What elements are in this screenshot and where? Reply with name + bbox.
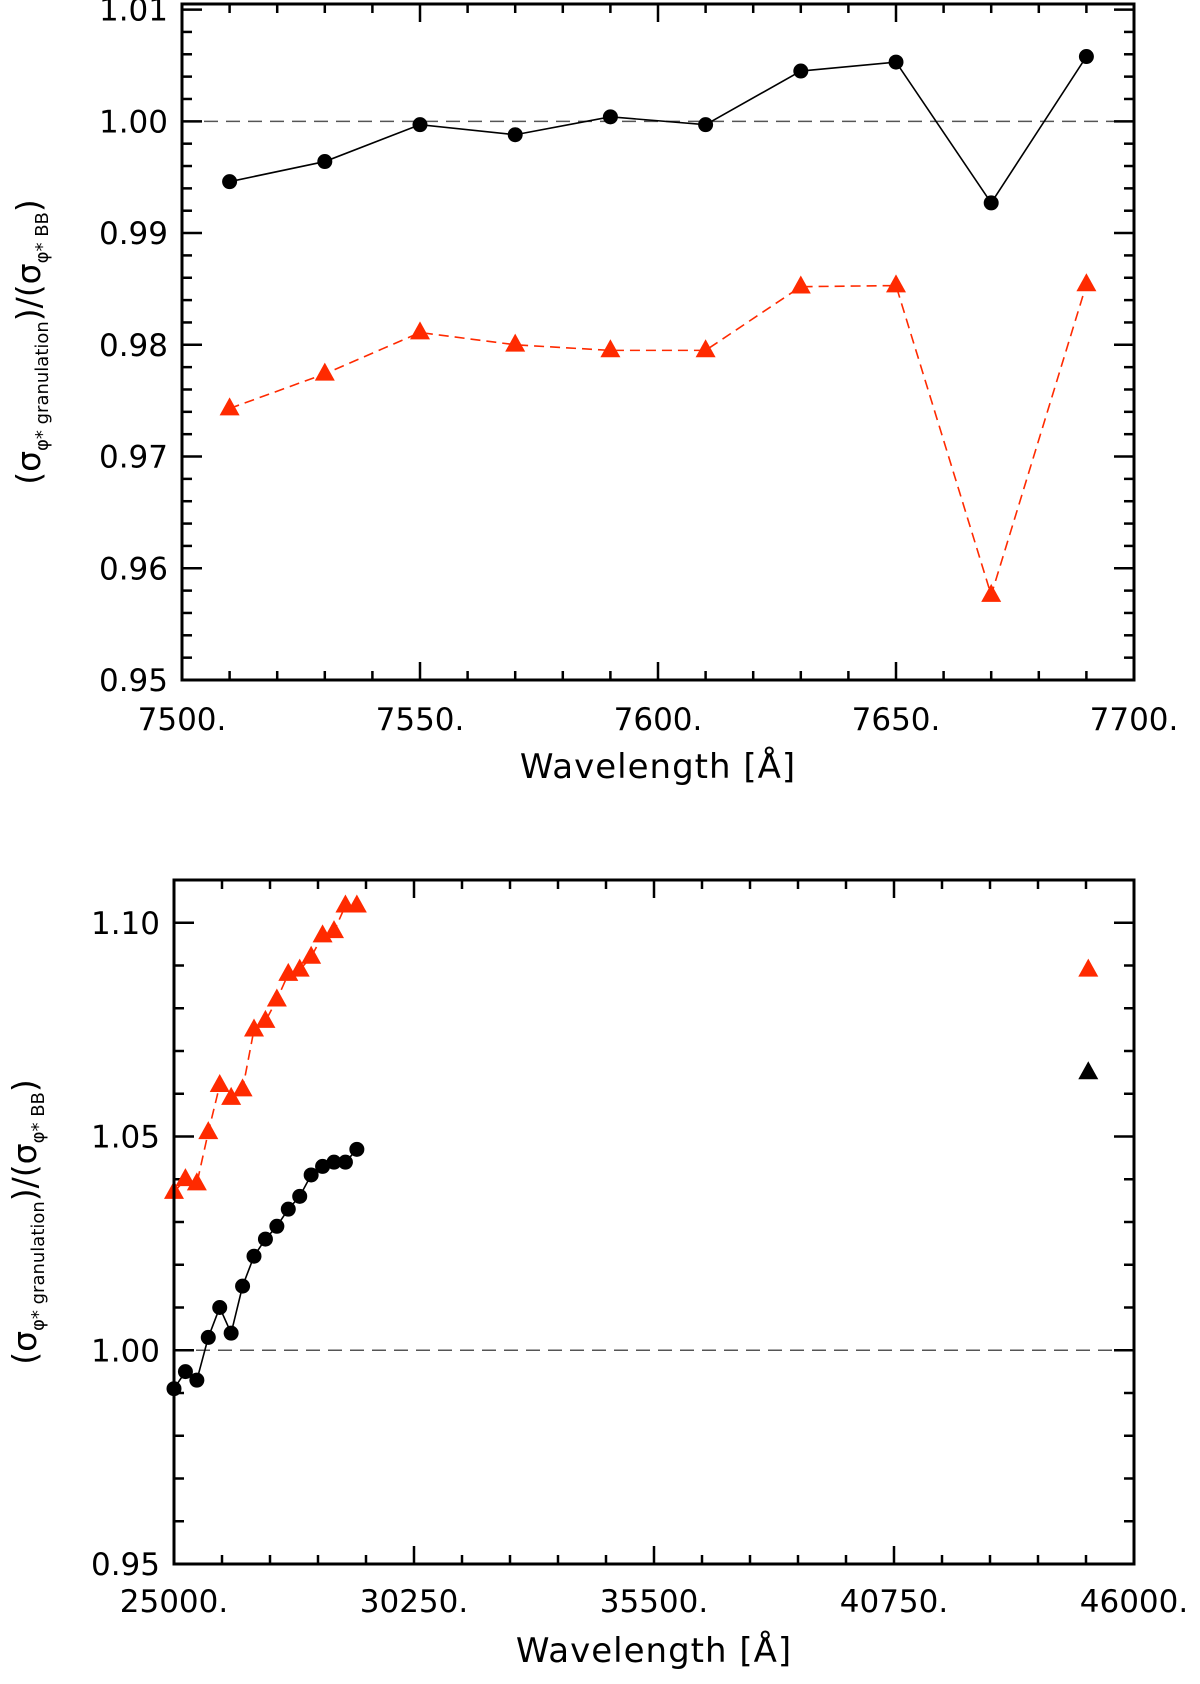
x-tick-label: 25000. bbox=[120, 1584, 228, 1620]
data-point-triangle bbox=[198, 1121, 219, 1140]
data-point-triangle bbox=[886, 274, 906, 293]
data-point-triangle bbox=[981, 583, 1002, 602]
data-point-circle bbox=[793, 63, 809, 79]
y-axis-title: (σφ* granulation)/(σφ* BB) bbox=[9, 199, 53, 485]
series-line bbox=[229, 56, 1088, 205]
data-point-circle bbox=[200, 1329, 216, 1345]
x-tick-label: 30250. bbox=[360, 1584, 468, 1620]
data-point-circle bbox=[269, 1218, 285, 1234]
data-point-circle bbox=[983, 195, 999, 211]
y-axis-title-part: (σ bbox=[5, 1331, 44, 1365]
x-tick-label: 46000. bbox=[1080, 1584, 1188, 1620]
data-point-triangle bbox=[695, 339, 716, 358]
y-tick-label: 0.95 bbox=[91, 1547, 160, 1583]
data-point-triangle bbox=[219, 397, 240, 416]
y-tick-label: 0.98 bbox=[99, 328, 168, 364]
y-axis-title-part: ) bbox=[5, 1079, 44, 1092]
data-point-circle bbox=[349, 1141, 365, 1157]
data-point-circle bbox=[246, 1248, 262, 1264]
y-tick-label: 1.05 bbox=[91, 1120, 160, 1156]
x-tick-label: 7650. bbox=[852, 702, 941, 738]
data-point-triangle bbox=[186, 1172, 207, 1191]
data-point-circle bbox=[257, 1231, 273, 1247]
data-point-triangle bbox=[505, 333, 526, 352]
data-point-triangle bbox=[221, 1086, 242, 1105]
data-point-triangle bbox=[175, 1168, 196, 1187]
data-point-triangle bbox=[232, 1078, 253, 1097]
data-point-triangle bbox=[600, 339, 621, 358]
data-point-circle bbox=[189, 1372, 205, 1388]
data-point-circle bbox=[317, 154, 333, 170]
y-tick-label: 1.01 bbox=[99, 0, 168, 29]
data-point-triangle bbox=[1076, 273, 1097, 292]
y-axis-title-subscript: φ* BB bbox=[28, 1092, 49, 1143]
data-point-triangle bbox=[346, 894, 367, 913]
data-point-circle bbox=[412, 117, 428, 133]
y-axis-title-part: )/(σ bbox=[5, 1143, 44, 1201]
data-point-triangle bbox=[314, 362, 335, 381]
data-point-circle bbox=[222, 174, 238, 190]
data-point-circle bbox=[602, 109, 618, 125]
series-line bbox=[173, 904, 357, 1193]
data-point-triangle bbox=[410, 321, 430, 340]
x-axis-title: Wavelength [Å] bbox=[516, 1630, 792, 1671]
plot-frame bbox=[172, 878, 1136, 1566]
top-panel: 7500. 7550. 7600. 7650. 7700. 0.95 0.96 0.97 0.9… bbox=[9, 0, 1178, 787]
data-point-triangle bbox=[1078, 1061, 1099, 1080]
data-point-triangle bbox=[324, 920, 344, 939]
data-point-triangle bbox=[301, 945, 322, 964]
y-axis-title-part: ) bbox=[9, 199, 48, 212]
y-axis-title-subscript: φ* granulation bbox=[32, 321, 53, 451]
data-point-circle bbox=[698, 117, 714, 133]
data-point-circle bbox=[888, 54, 904, 70]
bottom-panel: 25000. 30250. 35500. 40750. 46000. 0.95 1.00 1.… bbox=[5, 878, 1188, 1671]
data-point-triangle bbox=[289, 958, 310, 977]
data-point-triangle bbox=[1078, 958, 1099, 977]
data-point-circle bbox=[337, 1154, 353, 1170]
data-point-triangle bbox=[244, 1018, 264, 1037]
data-point-circle bbox=[177, 1364, 193, 1380]
data-point-circle bbox=[212, 1300, 228, 1315]
data-point-circle bbox=[303, 1167, 319, 1183]
x-tick-label: 35500. bbox=[600, 1584, 708, 1620]
data-point-triangle bbox=[255, 1009, 276, 1028]
x-axis-title: Wavelength [Å] bbox=[520, 746, 796, 787]
x-tick-label: 7700. bbox=[1090, 702, 1179, 738]
y-tick-label: 0.99 bbox=[99, 216, 168, 252]
y-tick-label: 1.00 bbox=[99, 104, 168, 140]
y-axis-title-part: )/(σ bbox=[9, 263, 48, 321]
data-point-circle bbox=[235, 1278, 251, 1294]
series-line bbox=[229, 284, 1088, 598]
data-point-circle bbox=[280, 1201, 296, 1217]
y-tick-label: 1.10 bbox=[91, 906, 160, 942]
data-point-circle bbox=[315, 1158, 331, 1174]
y-tick-label: 0.97 bbox=[99, 440, 168, 476]
data-point-triangle bbox=[266, 988, 287, 1007]
plot-frame bbox=[180, 2, 1136, 682]
data-point-triangle bbox=[790, 275, 811, 294]
data-point-circle bbox=[292, 1188, 308, 1204]
data-point-circle bbox=[507, 127, 523, 143]
data-point-circle bbox=[1078, 49, 1094, 65]
y-tick-label: 0.96 bbox=[99, 551, 168, 587]
data-point-circle bbox=[326, 1154, 342, 1170]
data-point-triangle bbox=[209, 1074, 230, 1093]
x-tick-label: 7550. bbox=[376, 702, 465, 738]
y-axis-title: (σφ* granulation)/(σφ* BB) bbox=[5, 1079, 49, 1365]
y-tick-label: 0.95 bbox=[99, 663, 168, 699]
y-tick-label: 1.00 bbox=[91, 1333, 160, 1369]
y-axis-title-part: (σ bbox=[9, 451, 48, 485]
data-point-circle bbox=[223, 1325, 239, 1341]
x-tick-label: 7600. bbox=[614, 702, 703, 738]
y-axis-title-subscript: φ* BB bbox=[32, 212, 53, 263]
y-axis-title-subscript: φ* granulation bbox=[28, 1201, 49, 1331]
x-tick-label: 7500. bbox=[138, 702, 227, 738]
x-tick-label: 40750. bbox=[840, 1584, 948, 1620]
